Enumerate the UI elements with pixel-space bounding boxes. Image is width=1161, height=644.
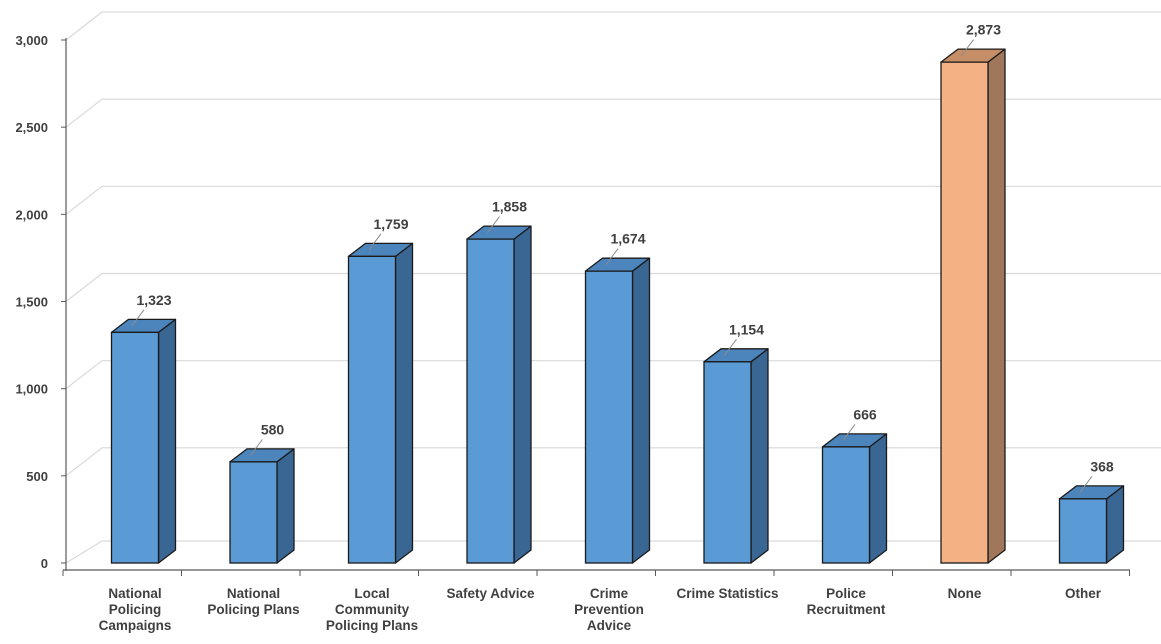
data-label-leader [131, 309, 145, 327]
x-tick-label: Crime Statistics [676, 586, 778, 601]
y-tick-label: 1,000 [15, 382, 48, 397]
floor-side-edge [65, 540, 103, 564]
bar-side [394, 242, 414, 564]
data-label: 1,674 [610, 231, 645, 247]
data-label-leader [250, 439, 263, 456]
x-tick-label: Safety Advice [446, 586, 535, 601]
bar-side [157, 318, 177, 564]
data-label: 666 [853, 406, 877, 422]
gridline [65, 447, 1161, 477]
bar [347, 242, 414, 564]
bar-front [821, 446, 871, 564]
gridline [65, 98, 1161, 128]
bar-side [276, 448, 295, 564]
bar-side [750, 348, 769, 564]
bars [110, 48, 1125, 564]
gridline [65, 185, 1161, 215]
y-tick-label: 3,000 [15, 33, 48, 48]
bar-front [703, 361, 752, 564]
bar [584, 257, 651, 564]
bar-side [987, 48, 1006, 564]
y-tick-label: 2,000 [15, 207, 48, 222]
data-label: 1,323 [136, 292, 171, 308]
data-label-leader [961, 39, 974, 56]
bar-side [868, 433, 888, 564]
bar-front [584, 270, 634, 564]
bar-front [347, 255, 397, 564]
bar-front [940, 61, 989, 564]
bar-side [631, 257, 651, 564]
data-label: 580 [261, 421, 285, 437]
data-labels: 1,323 580 1,759 1,858 1,674 1,154 666 2,873 368 [131, 22, 1114, 493]
x-tick-label: Other [1065, 586, 1102, 601]
y-tick-label: 500 [26, 469, 48, 484]
bar [229, 448, 295, 564]
category-labels: National Policing Campaigns National Policin… [99, 586, 1102, 633]
data-label-leader [605, 248, 619, 265]
data-label-leader [842, 424, 856, 441]
y-tick-label: 1,500 [15, 295, 48, 310]
gridline [65, 360, 1161, 390]
data-label-leader [1079, 476, 1093, 493]
x-tick-label: Crime Prevention Advice [574, 586, 644, 633]
y-tick-label: 2,500 [15, 120, 48, 135]
bar [466, 225, 532, 564]
x-tick-label: National Policing Campaigns [99, 586, 172, 633]
bar [703, 348, 769, 564]
bar-front [110, 331, 160, 564]
gridline [65, 11, 1161, 41]
bar-front [1058, 498, 1108, 564]
bar-front [229, 461, 278, 564]
bar-side [513, 225, 532, 564]
data-label-leader [368, 233, 382, 251]
gridline [65, 272, 1161, 302]
data-label: 1,759 [373, 216, 408, 232]
bar [940, 48, 1006, 564]
x-tick-label: None [948, 586, 982, 601]
bar-front [466, 238, 515, 564]
data-label: 1,154 [729, 321, 764, 337]
x-tick-label: Local Community Policing Plans [326, 586, 418, 633]
bar [110, 318, 177, 564]
y-tick-label: 0 [41, 556, 48, 571]
bar [1058, 485, 1125, 564]
x-tick-label: National Policing Plans [207, 586, 299, 617]
data-label: 2,873 [966, 22, 1001, 38]
data-label-leader [487, 216, 500, 233]
data-label-leader [724, 339, 737, 356]
x-tick-label: Police Recruitment [807, 586, 886, 617]
data-label: 368 [1090, 458, 1114, 474]
axes: 0 500 1,000 1,500 2,000 2,500 3,000 [15, 33, 1130, 576]
bar [821, 433, 888, 564]
data-label: 1,858 [492, 199, 527, 215]
